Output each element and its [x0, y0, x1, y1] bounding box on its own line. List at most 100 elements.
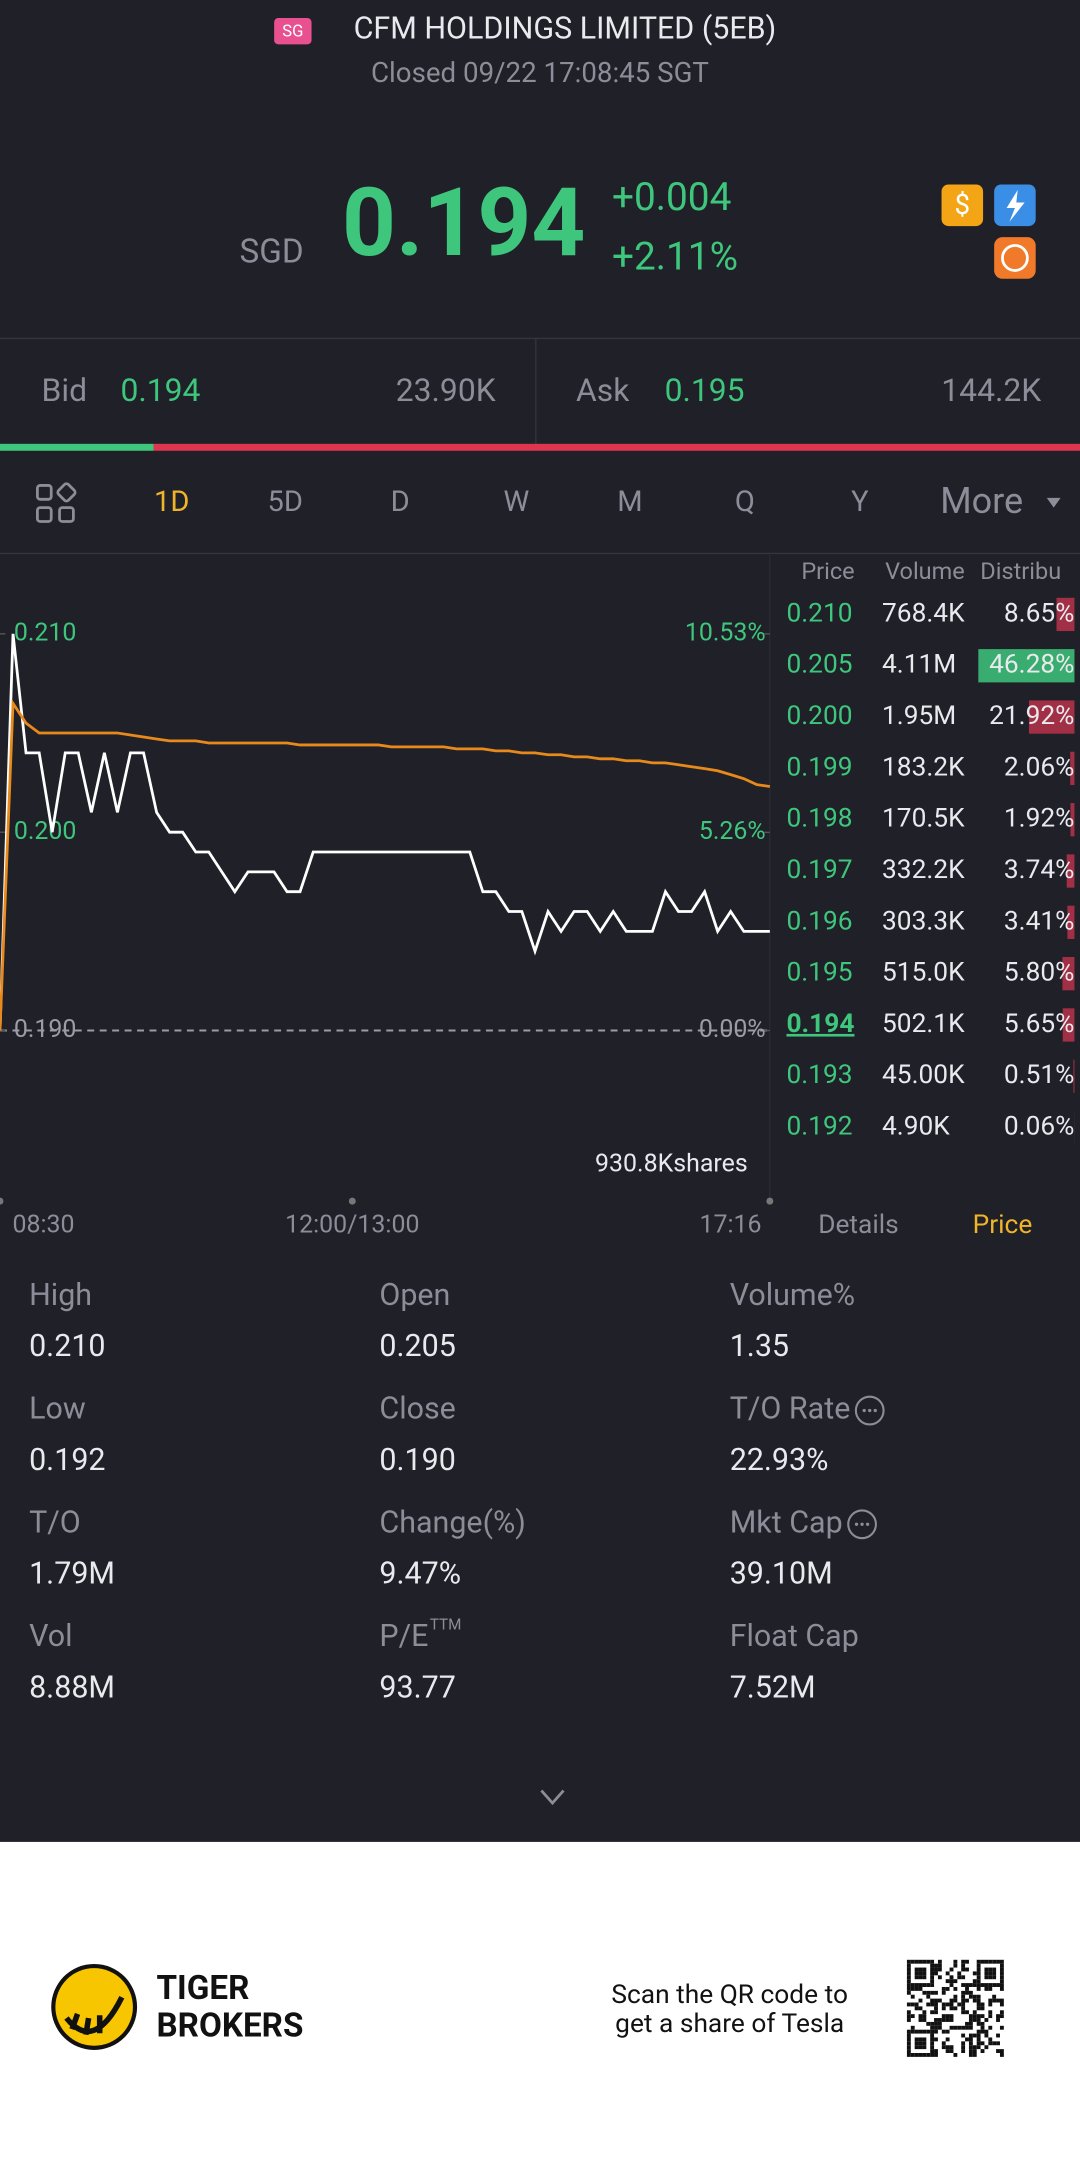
qr-cell [945, 2014, 950, 2019]
qr-cell [972, 1983, 977, 1987]
qr-cell [918, 1983, 923, 1987]
qr-cell [961, 1990, 966, 1995]
qr-cell [930, 2037, 935, 2042]
qr-cell [999, 1986, 1004, 1991]
qr-cell [996, 2049, 1000, 2053]
qr-cell [999, 2025, 1004, 2030]
qr-cell [980, 2025, 985, 2030]
period-tab[interactable]: More [940, 480, 1023, 522]
info-dot [860, 1522, 864, 1526]
expand-chevron[interactable] [540, 1789, 565, 1806]
qr-cell [922, 1975, 927, 1980]
qr-cell [934, 2018, 938, 2022]
y-tick-label: 0.210 [14, 618, 77, 647]
qr-cell [976, 2037, 981, 2042]
bid-price: 0.194 [120, 371, 200, 409]
period-tab[interactable]: 5D [268, 485, 303, 519]
promo-text: get a share of Tesla [615, 2009, 844, 2039]
qr-cell [906, 1963, 911, 1968]
qr-cell [941, 2014, 946, 2019]
qr-cell [992, 1971, 997, 1976]
order-book-price: 0.199 [786, 752, 852, 782]
qr-cell [922, 1971, 927, 1976]
order-book-volume: 515.0K [882, 958, 965, 988]
qr-cell [949, 2025, 954, 2030]
qr-cell [980, 1983, 985, 1987]
qr-cell [922, 2041, 927, 2046]
qr-cell [988, 2010, 993, 2015]
qr-cell [926, 1983, 931, 1987]
order-book-volume: 332.2K [882, 855, 965, 885]
qr-cell [976, 2029, 981, 2034]
period-tab[interactable]: D [391, 485, 410, 519]
more-caret [1046, 497, 1061, 508]
qr-cell [945, 1979, 950, 1984]
qr-cell [957, 2025, 962, 2030]
period-tab[interactable]: 1D [154, 485, 189, 519]
app-icon[interactable] [994, 237, 1036, 279]
stat-label: Close [379, 1392, 455, 1427]
order-book-distribution: 5.80% [1004, 958, 1075, 988]
qr-code [906, 1959, 1004, 2057]
distribution-bar [1070, 751, 1075, 786]
qr-cell [930, 2041, 935, 2046]
stat-label: High [29, 1278, 92, 1313]
qr-cell [953, 1986, 958, 1991]
period-tab[interactable]: W [504, 485, 530, 519]
info-icon[interactable] [854, 1395, 885, 1426]
qr-cell [988, 1986, 993, 1991]
qr-cell [972, 2014, 977, 2019]
qr-cell [999, 2049, 1004, 2053]
qr-cell [918, 2014, 923, 2019]
qr-cell [930, 2010, 935, 2015]
stat-label: Mkt Cap [730, 1505, 843, 1540]
app-icon[interactable] [941, 184, 984, 227]
qr-cell [914, 1986, 919, 1991]
qr-cell [914, 1967, 919, 1972]
qr-cell [961, 1975, 966, 1980]
qr-cell [930, 2033, 935, 2038]
ask-size: 144.2K [941, 371, 1041, 409]
qr-cell [926, 2021, 931, 2026]
qr-cell [930, 1967, 935, 1972]
info-icon[interactable] [847, 1509, 877, 1540]
qr-cell [961, 1959, 966, 1964]
bid-label: Bid [42, 371, 88, 409]
info-dot [865, 1522, 870, 1526]
qr-cell [972, 2010, 977, 2015]
panel-tab[interactable]: Details [818, 1210, 899, 1240]
qr-cell [988, 1959, 993, 1964]
qr-cell [961, 2045, 966, 2050]
qr-cell [968, 2021, 973, 2026]
period-tab[interactable]: Y [851, 485, 869, 519]
qr-cell [930, 2002, 935, 2007]
stat-value: 0.205 [379, 1329, 455, 1364]
period-tab[interactable]: M [617, 485, 642, 519]
qr-cell [914, 1983, 919, 1987]
qr-cell [961, 2025, 966, 2030]
qr-cell [922, 1959, 927, 1964]
period-tab[interactable]: Q [735, 485, 755, 519]
layout-icon[interactable] [36, 482, 77, 523]
qr-cell [968, 1983, 973, 1987]
qr-cell [949, 1983, 954, 1987]
qr-cell [972, 1971, 977, 1976]
qr-cell [984, 2033, 989, 2038]
panel-tab[interactable]: Price [973, 1210, 1033, 1240]
qr-cell [906, 2018, 911, 2022]
qr-cell [999, 2052, 1004, 2057]
qr-cell [992, 1975, 997, 1980]
promo-text: Scan the QR code to [611, 1980, 848, 2010]
order-book-volume: 768.4K [882, 598, 965, 628]
background [0, 0, 1080, 1842]
order-book-volume: 502.1K [882, 1009, 965, 1039]
qr-cell [953, 2006, 958, 2011]
qr-cell [949, 1975, 954, 1980]
qr-cell [968, 2049, 973, 2053]
qr-cell [930, 1963, 935, 1968]
qr-cell [984, 1986, 989, 1991]
qr-cell [996, 1983, 1000, 1987]
qr-cell [937, 2018, 942, 2022]
order-book-volume: 4.11M [882, 650, 956, 680]
